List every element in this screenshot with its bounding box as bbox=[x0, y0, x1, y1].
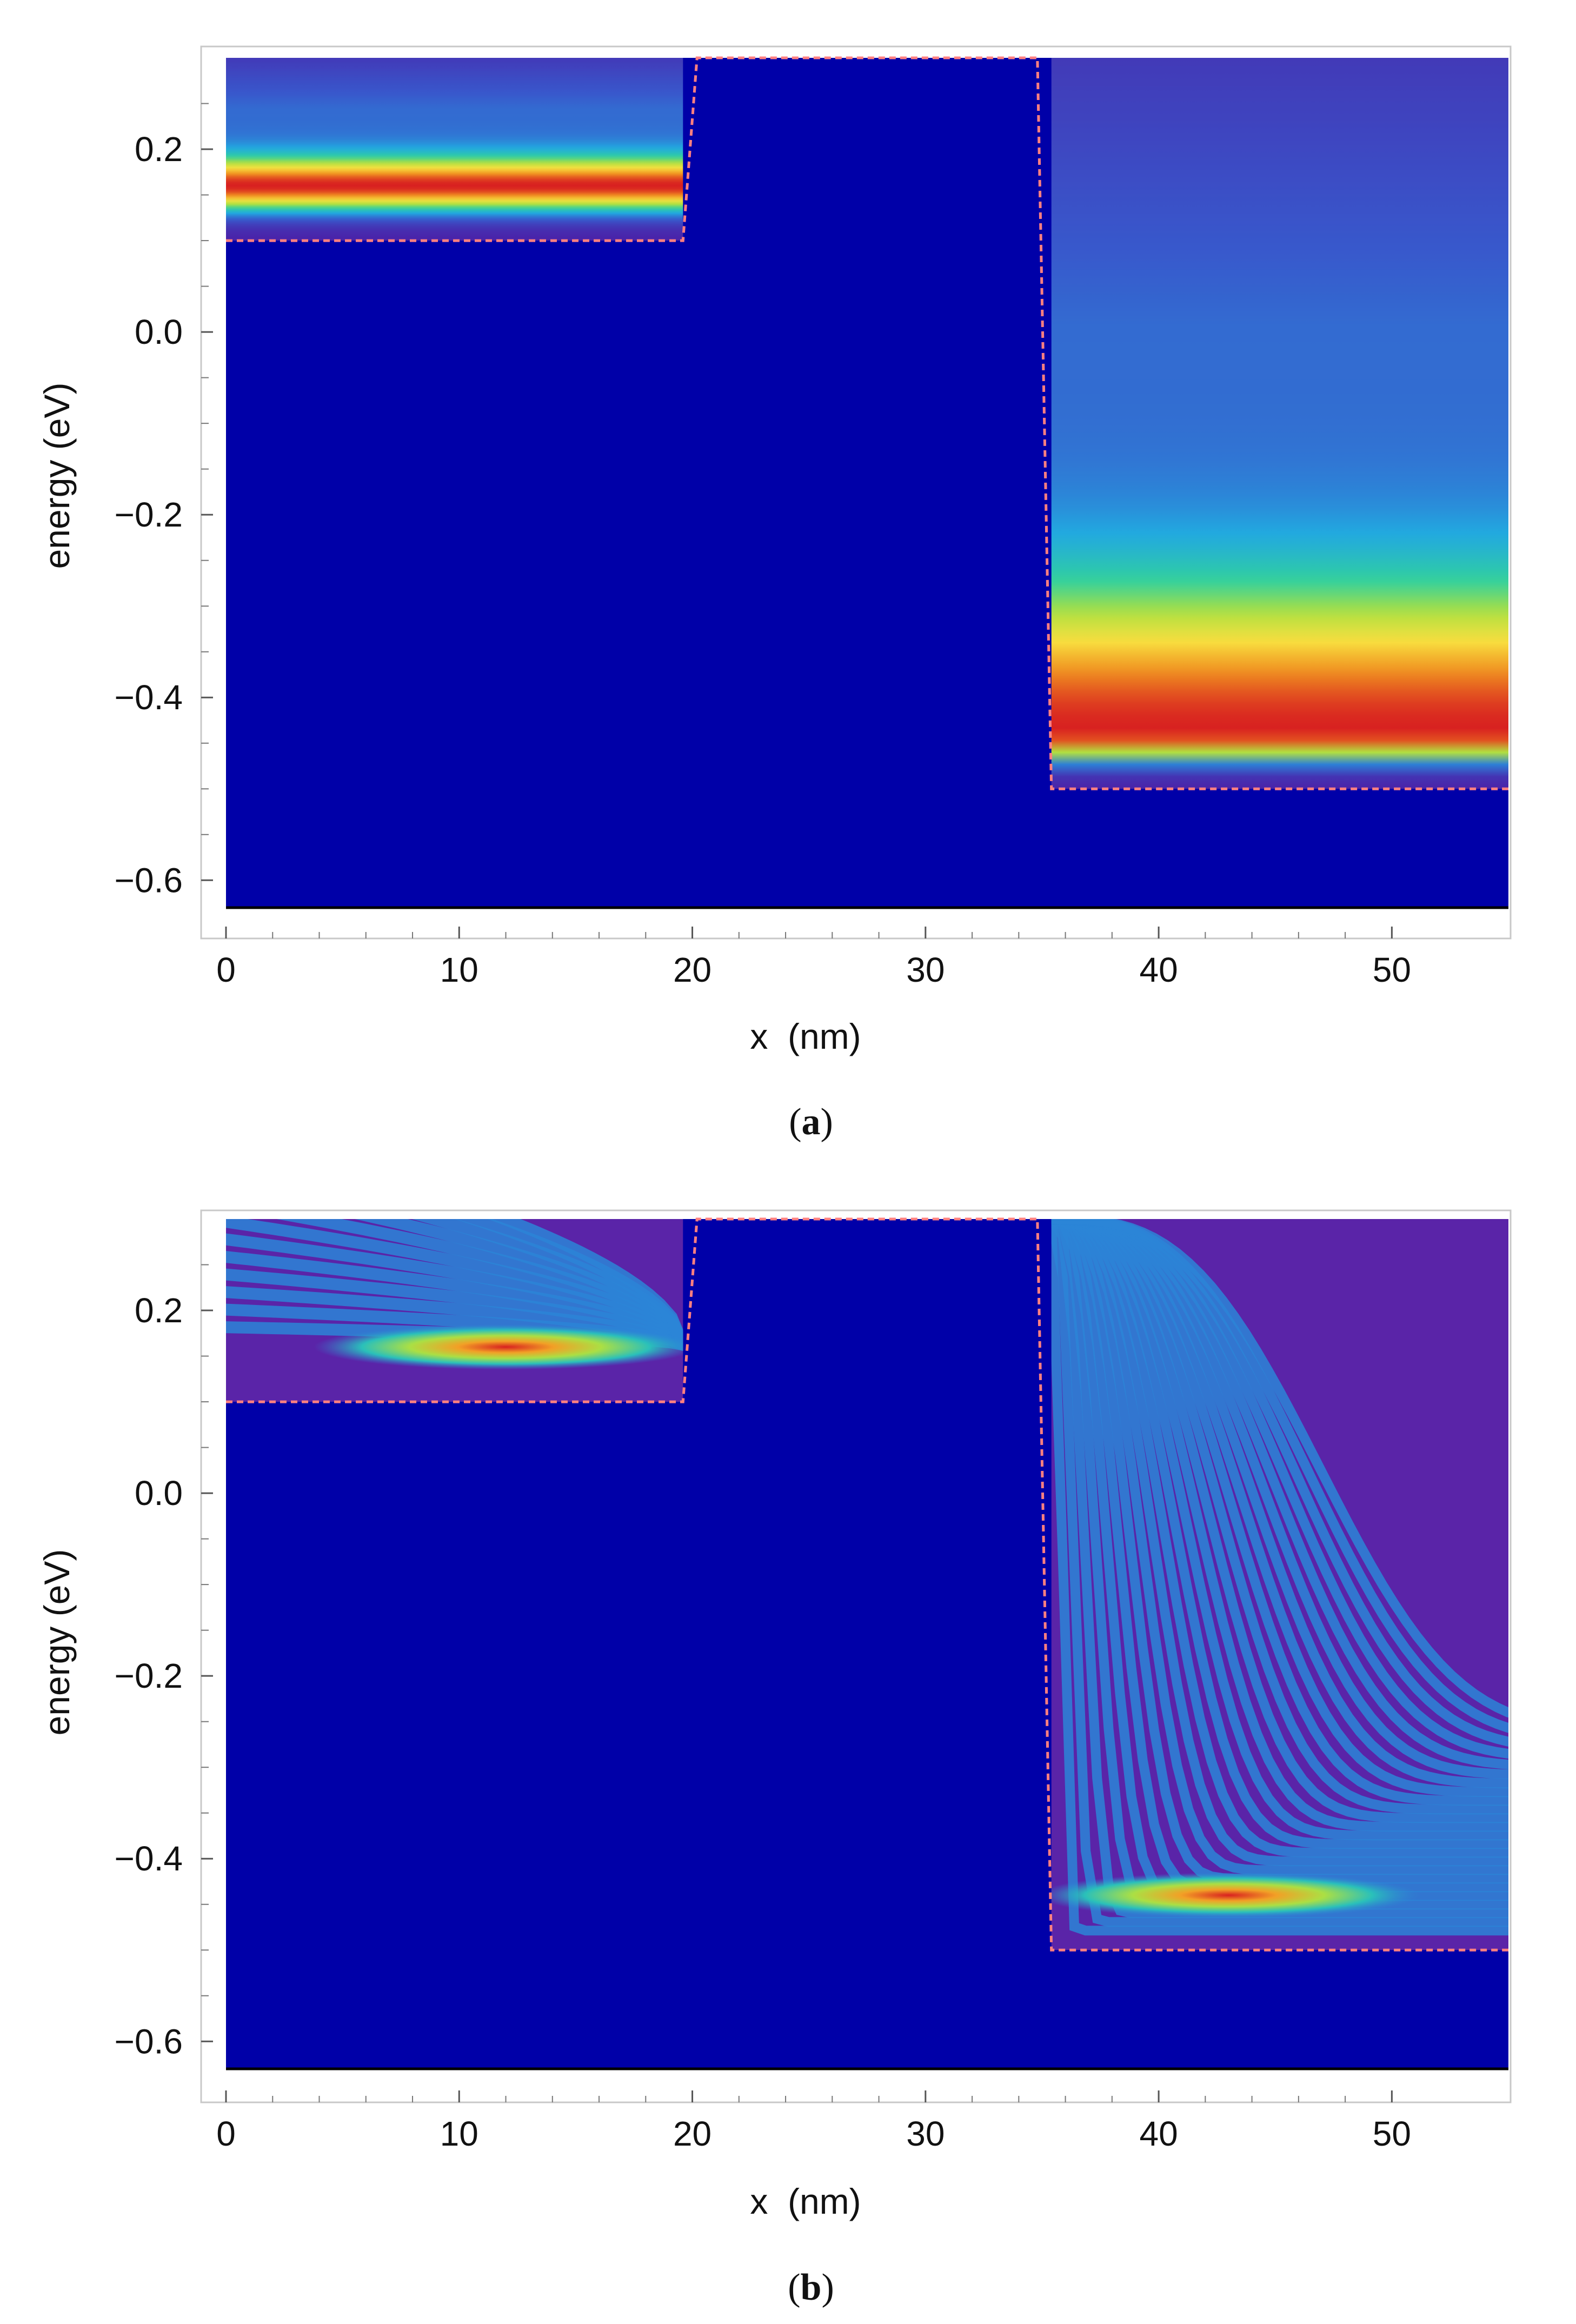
panel-b-fringe bbox=[1051, 1219, 1508, 1849]
panel-b-y-tick-label: 0.0 bbox=[135, 1474, 183, 1513]
panel-a-caption: (a) bbox=[789, 1101, 833, 1143]
panel-b-y-axis-label: energy (eV) bbox=[37, 1549, 77, 1736]
panel-b-caption-letter: b bbox=[801, 2267, 822, 2308]
panel-b-fringe bbox=[226, 1219, 683, 1351]
panel-a: 0 10 20 30 40 50 −0.6 −0.4 −0.2 0.0 0.2 x (nm) en… bbox=[37, 45, 1512, 1143]
panel-b-potential-profile bbox=[226, 1217, 1508, 1952]
panel-b-y-tick-label: −0.6 bbox=[115, 2022, 183, 2061]
panel-b-x-tick-label: 30 bbox=[906, 2114, 945, 2153]
panel-b-fringe bbox=[226, 1286, 683, 1351]
panel-a-y-ticks: −0.6 −0.4 −0.2 0.0 0.2 bbox=[115, 103, 213, 900]
panel-b: 0 10 20 30 40 50 −0.6 −0.4 −0.2 0.0 0.2 x (nm) en… bbox=[37, 1209, 1512, 2308]
panel-b-fringe bbox=[1051, 1219, 1508, 1927]
panel-b-fringe bbox=[276, 1219, 683, 1351]
panel-b-region-2-peak bbox=[1051, 1872, 1421, 1918]
panel-a-region-1-density bbox=[226, 58, 683, 241]
panel-a-x-tick-label: 20 bbox=[673, 950, 711, 989]
panel-b-y-tick-label: −0.2 bbox=[115, 1656, 183, 1695]
panel-a-caption-letter: a bbox=[802, 1101, 821, 1143]
panel-a-x-tick-label: 50 bbox=[1373, 950, 1411, 989]
panel-b-x-axis-label: x (nm) bbox=[750, 2181, 861, 2221]
panel-a-y-tick-label: 0.2 bbox=[135, 130, 183, 169]
panel-b-x-tick-label: 0 bbox=[216, 2114, 236, 2153]
panel-b-y-tick-label: −0.4 bbox=[115, 1839, 183, 1878]
panel-b-fringe bbox=[1051, 1219, 1508, 1841]
panel-b-fringe bbox=[1051, 1219, 1508, 1717]
panel-b-x-tick-label: 20 bbox=[673, 2114, 711, 2153]
panel-b-x-tick-label: 40 bbox=[1139, 2114, 1178, 2153]
panel-b-region-1-peak bbox=[314, 1324, 683, 1370]
panel-a-y-tick-label: −0.2 bbox=[115, 495, 183, 534]
panel-b-caption: (b) bbox=[788, 2267, 834, 2308]
panel-b-plot-area bbox=[226, 1217, 1508, 2070]
panel-a-y-axis-label: energy (eV) bbox=[37, 383, 77, 569]
panel-b-fringe bbox=[226, 1268, 683, 1351]
panel-b-fringe bbox=[487, 1219, 683, 1351]
panel-a-x-ticks: 0 10 20 30 40 50 bbox=[216, 927, 1411, 989]
panel-a-plot-area bbox=[226, 56, 1508, 909]
panel-b-fringe bbox=[226, 1251, 683, 1351]
panel-b-fringe bbox=[1051, 1219, 1508, 1867]
panel-a-y-tick-label: −0.4 bbox=[115, 678, 183, 717]
panel-a-x-tick-label: 40 bbox=[1139, 950, 1178, 989]
panel-b-region-2-fringes bbox=[1051, 1219, 1508, 1936]
panel-b-fringe bbox=[1051, 1219, 1508, 1832]
panel-b-fringe bbox=[1051, 1219, 1508, 1823]
panel-a-region-2-density bbox=[1051, 58, 1508, 789]
panel-b-x-ticks: 0 10 20 30 40 50 bbox=[216, 2090, 1411, 2153]
panel-b-fringe bbox=[1051, 1219, 1508, 1858]
panel-b-fringe bbox=[226, 1233, 683, 1351]
panel-b-fringe bbox=[1051, 1219, 1508, 1936]
panel-b-region-1-fringes bbox=[226, 1219, 683, 1370]
panel-a-x-tick-label: 10 bbox=[440, 950, 478, 989]
panel-a-y-tick-label: −0.6 bbox=[115, 861, 183, 900]
panel-a-x-axis-label: x (nm) bbox=[750, 1016, 861, 1056]
panel-b-x-tick-label: 50 bbox=[1373, 2114, 1411, 2153]
panel-a-x-tick-label: 0 bbox=[216, 950, 236, 989]
panel-a-y-tick-label: 0.0 bbox=[135, 312, 183, 351]
panel-a-x-tick-label: 30 bbox=[906, 950, 945, 989]
panel-b-y-ticks: −0.6 −0.4 −0.2 0.0 0.2 bbox=[115, 1264, 213, 2061]
panel-a-potential-profile bbox=[226, 56, 1508, 790]
panel-b-y-tick-label: 0.2 bbox=[135, 1291, 183, 1330]
panel-b-fringe bbox=[1051, 1219, 1508, 1875]
panel-b-x-tick-label: 10 bbox=[440, 2114, 478, 2153]
